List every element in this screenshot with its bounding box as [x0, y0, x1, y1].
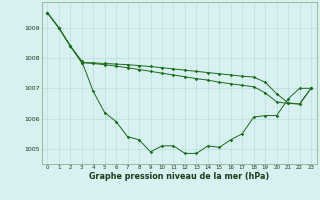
X-axis label: Graphe pression niveau de la mer (hPa): Graphe pression niveau de la mer (hPa): [89, 172, 269, 181]
